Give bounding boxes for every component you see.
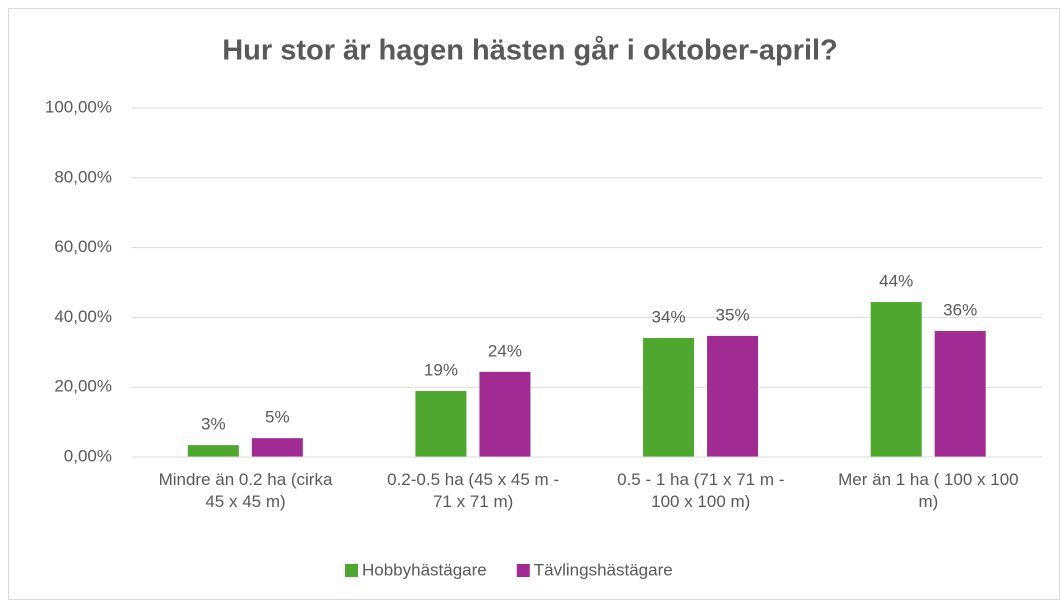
bar bbox=[934, 331, 986, 457]
y-tick-label: 0,00% bbox=[64, 446, 112, 465]
bar bbox=[870, 302, 922, 457]
y-tick-label: 20,00% bbox=[54, 377, 112, 396]
chart-title: Hur stor är hagen hästen går i oktober-a… bbox=[222, 35, 838, 67]
data-label: 44% bbox=[879, 272, 913, 291]
bar bbox=[187, 445, 239, 457]
data-label: 3% bbox=[201, 415, 226, 434]
data-label: 35% bbox=[716, 305, 750, 324]
y-tick-label: 60,00% bbox=[54, 237, 112, 256]
bar bbox=[415, 391, 467, 457]
legend-swatch bbox=[516, 564, 530, 577]
bar bbox=[479, 371, 531, 457]
x-tick-label: 0.2-0.5 ha (45 x 45 m - 71 x 71 m) bbox=[387, 470, 560, 511]
data-label: 34% bbox=[652, 307, 686, 326]
bar bbox=[643, 337, 695, 457]
y-tick-label: 80,00% bbox=[54, 167, 112, 186]
x-tick-label: Mindre än 0.2 ha (cirka 45 x 45 m) bbox=[158, 470, 333, 511]
data-label: 19% bbox=[424, 361, 458, 380]
bar bbox=[707, 335, 759, 457]
legend-swatch bbox=[345, 564, 358, 577]
legend-label: Tävlingshästägare bbox=[534, 560, 673, 579]
data-label: 5% bbox=[265, 408, 290, 427]
bar bbox=[251, 438, 303, 457]
legend-label: Hobbyhästägare bbox=[362, 560, 487, 579]
x-tick-label: 0.5 - 1 ha (71 x 71 m - 100 x 100 m) bbox=[617, 470, 785, 511]
data-label: 36% bbox=[943, 300, 977, 319]
y-tick-label: 40,00% bbox=[54, 307, 112, 326]
y-tick-label: 100,00% bbox=[45, 97, 112, 116]
x-tick-label: Mer än 1 ha ( 100 x 100 m) bbox=[838, 470, 1019, 511]
data-label: 24% bbox=[488, 341, 522, 360]
